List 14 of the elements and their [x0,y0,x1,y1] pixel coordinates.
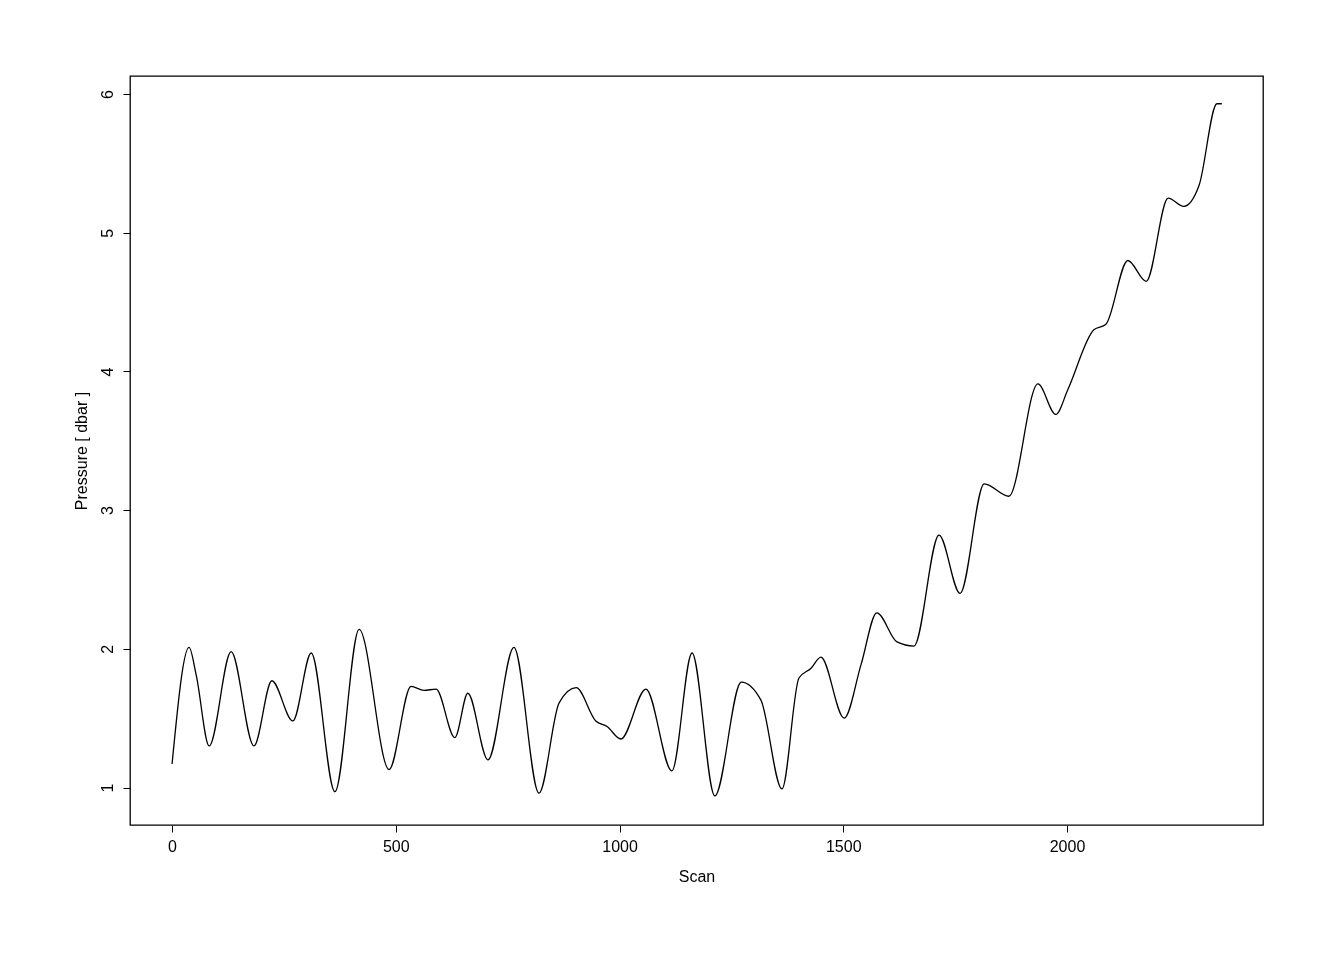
y-tick-label: 3 [98,506,116,516]
line-series [171,103,1223,797]
x-axis-title: Scan [678,867,716,885]
x-tick-label: 1000 [602,837,638,855]
y-tick-label: 2 [98,644,116,654]
x-tick-label: 0 [168,837,178,855]
y-tick-label: 4 [98,367,116,377]
y-tick-label: 6 [98,89,116,99]
x-tick-label: 500 [382,837,410,855]
y-axis-title: Pressure [ dbar ] [72,391,90,511]
x-tick-label: 2000 [1049,837,1086,855]
y-tick-label: 1 [98,783,116,793]
x-tick-label: 1500 [825,837,862,855]
y-tick-label: 5 [98,228,116,238]
